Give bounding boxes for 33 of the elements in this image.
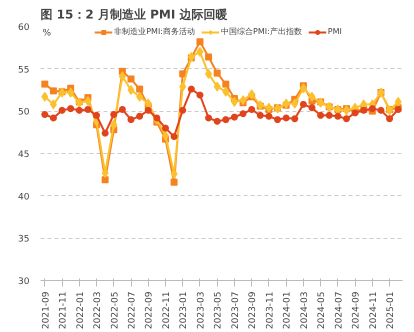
y-axis-title: % xyxy=(42,28,52,38)
x-tick-label: 2023-09 xyxy=(248,291,258,330)
x-tick-label: 2024-09 xyxy=(352,291,362,330)
x-tick-label: 2022-01 xyxy=(76,291,86,330)
x-tick-label: 2022-09 xyxy=(144,291,155,330)
y-tick-label: 35 xyxy=(18,234,30,245)
y-tick-label: 45 xyxy=(18,150,30,160)
x-tick-label: 2024-01 xyxy=(282,291,293,330)
y-tick-label: 50 xyxy=(18,108,30,118)
legend-label: 非制造业PMI:商务活动 xyxy=(114,26,195,37)
y-tick-label: 30 xyxy=(18,277,30,287)
x-tick-label: 2023-05 xyxy=(214,291,224,330)
x-tick-label: 2022-03 xyxy=(93,291,104,330)
x-tick-label: 2022-07 xyxy=(128,291,138,330)
x-tick-label: 2025-01 xyxy=(386,291,396,330)
x-tick-label: 2021-09 xyxy=(41,291,52,330)
x-tick-label: 2024-07 xyxy=(334,291,344,330)
x-tick-label: 2022-11 xyxy=(162,291,172,330)
x-tick-label: 2021-11 xyxy=(58,291,69,330)
x-tick-label: 2024-11 xyxy=(368,291,379,330)
x-tick-label: 2023-07 xyxy=(230,291,241,330)
y-tick-label: 60 xyxy=(18,23,30,33)
legend-label: PMI xyxy=(328,26,343,36)
legend-label: 中国综合PMI:产出指数 xyxy=(221,26,302,37)
x-tick-label: 2022-05 xyxy=(110,291,120,330)
x-tick-label: 2023-03 xyxy=(196,291,206,330)
y-tick-label: 40 xyxy=(18,192,30,202)
x-tick-label: 2023-11 xyxy=(265,291,276,330)
x-tick-label: 2023-01 xyxy=(179,291,190,330)
chart-title: 图 15：2 月制造业 PMI 边际回暖 xyxy=(40,8,228,22)
x-tick-label: 2024-03 xyxy=(300,291,310,330)
x-tick-label: 2024-05 xyxy=(317,291,328,330)
y-tick-label: 55 xyxy=(18,65,30,76)
